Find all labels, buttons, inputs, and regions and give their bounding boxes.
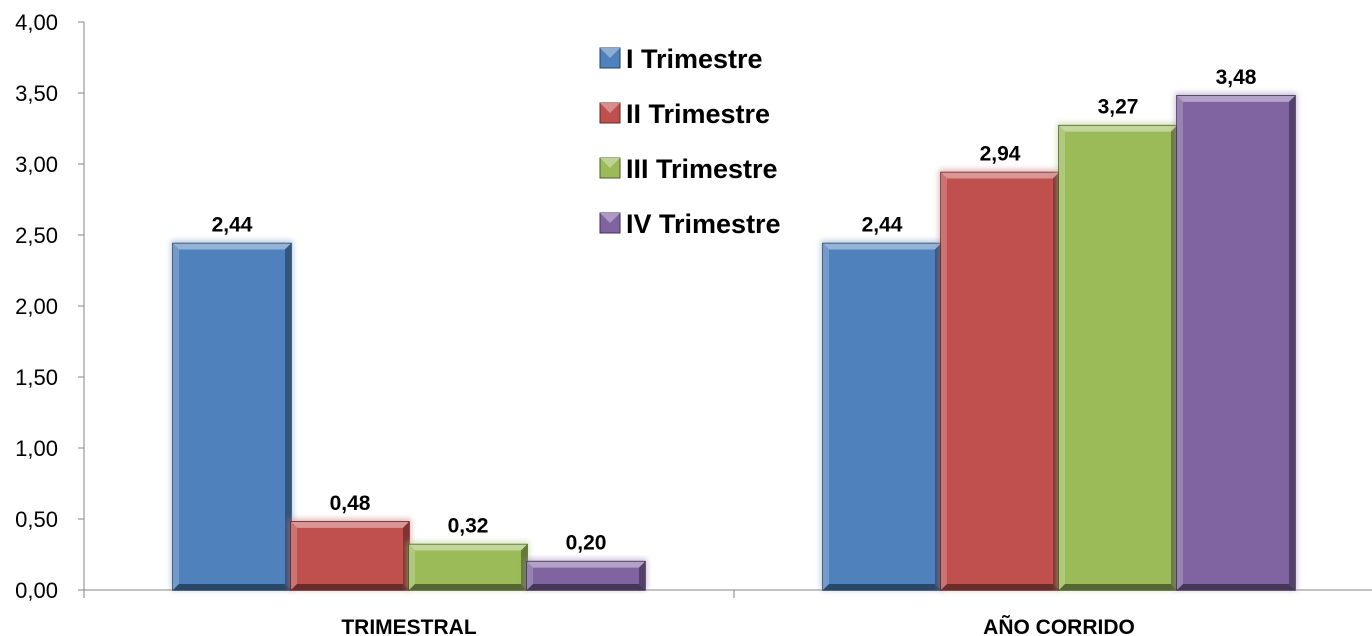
bar-bevel-left — [409, 544, 415, 590]
y-tick-label: 0,00 — [15, 578, 58, 603]
legend-item: I Trimestre — [599, 44, 763, 74]
data-label: 3,48 — [1216, 66, 1257, 89]
data-label: 0,20 — [566, 532, 607, 555]
bar-bevel-left — [291, 521, 297, 590]
bar-face — [290, 521, 410, 591]
bar-bevel-left — [1177, 95, 1183, 590]
bar-bevel-left — [173, 243, 179, 590]
bar-bevel-top — [527, 561, 645, 568]
bar — [407, 541, 529, 591]
y-tick-label: 3,00 — [15, 152, 58, 177]
bar-bevel-left — [527, 561, 533, 590]
legend-label: III Trimestre — [626, 154, 778, 184]
bar-bevel-bottom — [1177, 584, 1295, 590]
bar-bevel-bottom — [409, 584, 527, 590]
bar-bevel-left — [823, 243, 829, 590]
bar-bevel-right — [639, 561, 645, 590]
legend-swatch-bevel — [600, 48, 620, 58]
bar — [821, 240, 943, 591]
bar-bevel-left — [941, 172, 947, 590]
legend-label: II Trimestre — [626, 99, 770, 129]
legend-item: IV Trimestre — [599, 209, 781, 239]
bar-bevel-bottom — [291, 584, 409, 590]
bar-face — [408, 543, 528, 591]
legend-swatch-bevel — [600, 103, 620, 113]
y-tick-label: 2,00 — [15, 294, 58, 319]
bar-bevel-right — [1289, 95, 1295, 590]
bar-bevel-top — [823, 243, 941, 250]
legend-swatch-bevel — [600, 213, 620, 223]
bar — [939, 169, 1061, 591]
y-tick-label: 0,50 — [15, 507, 58, 532]
bar — [171, 240, 293, 591]
bar-face — [822, 242, 942, 591]
chart-legend: I Trimestre II Trimestre III Trimestre IV T… — [599, 44, 781, 239]
legend-label: I Trimestre — [626, 44, 763, 74]
bar-bevel-top — [291, 521, 409, 528]
x-tick-label: AÑO CORRIDO — [983, 616, 1135, 636]
x-tick-label: TRIMESTRAL — [341, 616, 476, 636]
bar-bevel-top — [173, 243, 291, 250]
bar — [1057, 122, 1179, 591]
y-tick-label: 1,00 — [15, 436, 58, 461]
data-label: 2,44 — [212, 214, 253, 237]
bar-face — [940, 171, 1060, 591]
bar — [1175, 92, 1297, 591]
legend-item: II Trimestre — [599, 99, 770, 129]
y-tick-label: 3,50 — [15, 81, 58, 106]
legend-item: III Trimestre — [599, 154, 778, 184]
data-label: 3,27 — [1098, 96, 1139, 119]
legend-label: IV Trimestre — [626, 209, 781, 239]
bar-bevel-bottom — [823, 584, 941, 590]
bar — [525, 558, 647, 591]
bar-bevel-bottom — [941, 584, 1059, 590]
bar-face — [1176, 95, 1296, 591]
y-tick-label: 2,50 — [15, 223, 58, 248]
data-label: 2,94 — [980, 143, 1021, 166]
bar-bevel-top — [1177, 95, 1295, 102]
bar-face — [172, 242, 292, 591]
chart-bars — [171, 92, 1297, 591]
y-tick-label: 4,00 — [15, 10, 58, 35]
data-label: 0,32 — [448, 515, 489, 538]
chart-data-labels: 2,44 0,48 0,32 0,20 2,44 2,94 3,27 3,48 — [212, 66, 1257, 555]
bar-bevel-left — [1059, 125, 1065, 590]
bar-face — [1058, 124, 1178, 591]
data-label: 2,44 — [862, 214, 903, 237]
y-tick-label: 1,50 — [15, 365, 58, 390]
bar-bevel-top — [1059, 125, 1177, 132]
bar-bevel-top — [941, 172, 1059, 179]
bar-bevel-right — [285, 243, 291, 590]
bar-bevel-top — [409, 544, 527, 551]
legend-swatch-bevel — [600, 158, 620, 168]
bar-bevel-bottom — [173, 584, 291, 590]
bar — [289, 518, 411, 591]
bar-bevel-bottom — [527, 584, 645, 590]
data-label: 0,48 — [330, 492, 371, 515]
bar-bevel-bottom — [1059, 584, 1177, 590]
